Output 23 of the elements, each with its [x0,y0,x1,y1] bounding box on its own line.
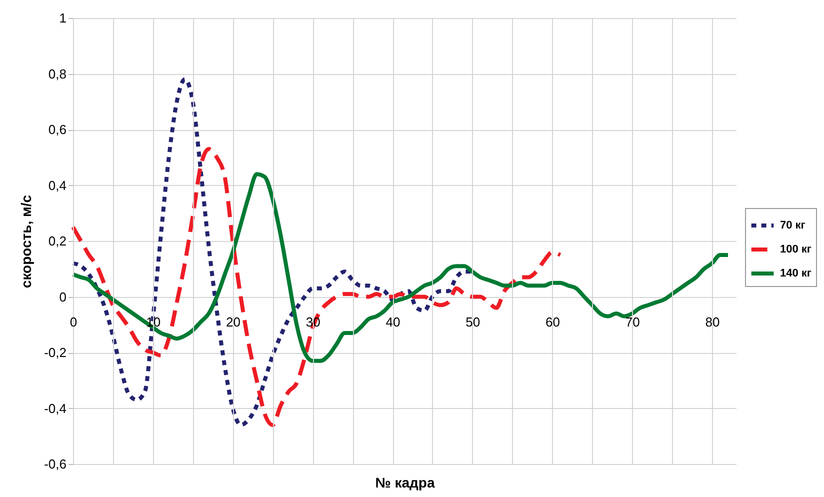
y-tick-label: -0,4 [44,400,66,416]
y-tick-label: 0 [59,289,66,304]
y-axis-title: скорость, м/с [18,194,34,288]
x-axis-title: № кадра [375,474,435,490]
y-tick-label: -0,6 [44,456,66,472]
x-tick-label: 20 [226,314,240,330]
x-tick-label: 80 [705,314,720,330]
line-series [71,147,562,427]
y-tick-label: 0,2 [48,234,66,248]
x-tick-label: 60 [546,314,560,330]
y-tick-label: 1 [59,10,66,26]
legend-label: 100 кг [780,244,812,256]
legend-label: 140 кг [780,268,812,280]
x-tick-label: 40 [386,314,400,330]
x-tick-label: 0 [70,314,78,330]
y-tick-label: 0,6 [48,122,66,137]
y-tick-label: 0,8 [48,66,66,82]
line-series [71,172,730,363]
y-tick-label: -0,2 [44,345,66,360]
y-tick-label: 0,4 [48,178,66,193]
x-tick-label: 70 [625,314,640,330]
legend-label: 70 кг [780,220,806,232]
x-tick-label: 50 [466,314,480,330]
